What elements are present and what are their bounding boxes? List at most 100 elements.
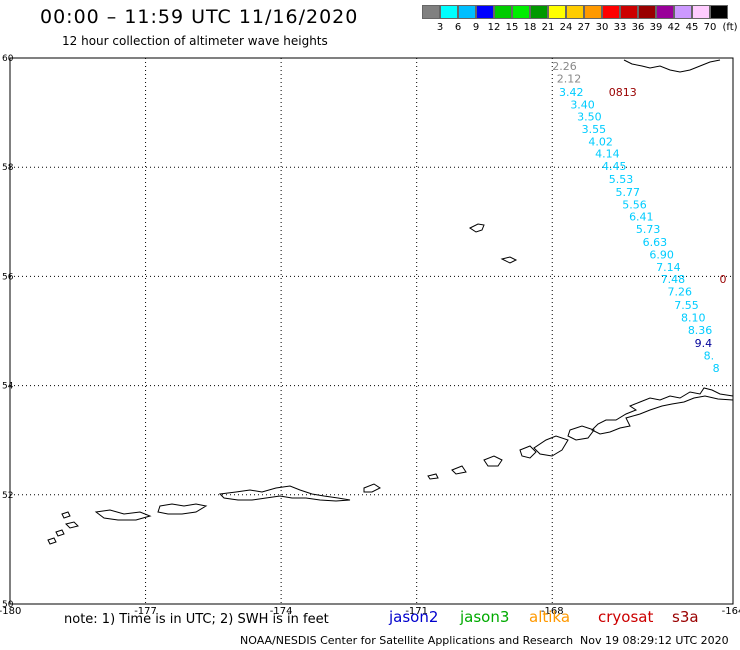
swh-value-label: 3.42 bbox=[559, 86, 584, 99]
island-outline bbox=[500, 256, 518, 264]
lon-tick-label: -168 bbox=[541, 606, 564, 617]
legend-swatch bbox=[422, 5, 440, 19]
note-text: note: 1) Time is in UTC; 2) SWH is in fe… bbox=[64, 612, 329, 627]
legend-label: 33 bbox=[613, 22, 627, 33]
legend-swatch bbox=[692, 5, 710, 19]
swh-value-label: 5.56 bbox=[622, 198, 647, 211]
legend-swatch bbox=[584, 5, 602, 19]
island-outline bbox=[427, 473, 439, 480]
legend-label: 24 bbox=[559, 22, 573, 33]
swh-value-label: 7.26 bbox=[667, 286, 692, 299]
island-outline bbox=[469, 223, 485, 233]
island-outline bbox=[363, 483, 381, 493]
lon-tick-label: -177 bbox=[134, 606, 157, 617]
lon-tick-label: -171 bbox=[405, 606, 428, 617]
legend-swatch bbox=[674, 5, 692, 19]
lat-tick-label: 60 bbox=[2, 54, 14, 64]
island-outline bbox=[483, 455, 503, 467]
swh-value-label: 5.53 bbox=[609, 173, 634, 186]
lat-tick-label: 58 bbox=[2, 163, 14, 173]
credit-text: NOAA/NESDIS Center for Satellite Applica… bbox=[240, 634, 574, 647]
legend-swatch bbox=[602, 5, 620, 19]
swh-value-label: 9.4 bbox=[695, 337, 713, 350]
lon-tick-label: -180 bbox=[0, 606, 21, 617]
legend-label: 3 bbox=[436, 22, 444, 33]
map-frame bbox=[9, 57, 734, 605]
lat-tick-label: 54 bbox=[2, 382, 14, 392]
legend-label: 6 bbox=[454, 22, 462, 33]
legend-label: 42 bbox=[667, 22, 681, 33]
timestamp-text: Nov 19 08:29:12 UTC 2020 bbox=[580, 634, 729, 647]
legend-swatch bbox=[458, 5, 476, 19]
legend-label: 12 bbox=[487, 22, 501, 33]
page-title: 00:00 – 11:59 UTC 11/16/2020 bbox=[40, 6, 359, 28]
lat-tick-label: 50 bbox=[2, 600, 14, 610]
satellite-altika: altika bbox=[529, 608, 571, 626]
swh-value-label: 0 bbox=[719, 273, 726, 286]
legend-swatch bbox=[710, 5, 728, 19]
island-outline bbox=[55, 529, 65, 537]
swh-value-label: 7.14 bbox=[656, 261, 681, 274]
legend-swatch bbox=[440, 5, 458, 19]
lon-tick-label: -174 bbox=[270, 606, 293, 617]
swh-value-label: 8.36 bbox=[688, 324, 713, 337]
legend-swatch bbox=[638, 5, 656, 19]
legend-label: 30 bbox=[595, 22, 609, 33]
satellite-cryosat: cryosat bbox=[598, 608, 654, 626]
swh-value-label: 6.41 bbox=[629, 210, 654, 223]
legend-label: 21 bbox=[541, 22, 555, 33]
swh-value-label: 7.55 bbox=[674, 299, 699, 312]
swh-value-label: 4.02 bbox=[588, 136, 613, 149]
island-outline bbox=[47, 537, 57, 545]
swh-value-label: 4.45 bbox=[602, 160, 627, 173]
legend-swatch bbox=[530, 5, 548, 19]
legend-swatch bbox=[512, 5, 530, 19]
swh-value-label: 0813 bbox=[609, 86, 637, 99]
swh-value-label: 2.26 bbox=[552, 60, 577, 73]
satellite-jason2: jason2 bbox=[389, 608, 439, 626]
island-outline bbox=[65, 521, 79, 529]
color-legend-labels: 3 6 9 12 15 18 21 24 27 30 33 36 39 42 45 70 (ft) bbox=[422, 22, 740, 33]
island-outline bbox=[157, 503, 208, 515]
island-outline bbox=[94, 509, 152, 521]
legend-swatch bbox=[494, 5, 512, 19]
legend-swatch bbox=[656, 5, 674, 19]
legend-label: 15 bbox=[505, 22, 519, 33]
legend-unit: (ft) bbox=[722, 22, 738, 33]
swh-value-label: 3.40 bbox=[570, 98, 595, 111]
swh-value-label: 6.90 bbox=[649, 249, 674, 262]
alaska-coast bbox=[623, 59, 721, 73]
island-outline bbox=[519, 445, 537, 459]
legend-swatch bbox=[620, 5, 638, 19]
legend-label: 18 bbox=[523, 22, 537, 33]
legend-label: 45 bbox=[685, 22, 699, 33]
swh-value-label: 5.73 bbox=[636, 223, 661, 236]
legend-label: 39 bbox=[649, 22, 663, 33]
swh-value-label: 6.63 bbox=[643, 236, 668, 249]
legend-label: 70 bbox=[703, 22, 717, 33]
swh-value-label: 7.48 bbox=[661, 273, 686, 286]
lat-tick-label: 56 bbox=[2, 272, 14, 282]
satellite-jason3: jason3 bbox=[460, 608, 510, 626]
legend-swatch bbox=[476, 5, 494, 19]
lon-tick-label: -164 bbox=[722, 606, 740, 617]
island-outline bbox=[451, 465, 467, 475]
peninsula-coast bbox=[591, 387, 734, 435]
legend-label: 27 bbox=[577, 22, 591, 33]
swh-value-label: 8.10 bbox=[681, 311, 706, 324]
island-chain bbox=[218, 485, 351, 502]
legend-swatch bbox=[548, 5, 566, 19]
lat-tick-label: 52 bbox=[2, 491, 13, 501]
swh-value-label: 2.12 bbox=[557, 73, 582, 86]
island-outline bbox=[533, 435, 569, 457]
swh-value-label: 5.77 bbox=[616, 186, 641, 199]
legend-label: 36 bbox=[631, 22, 645, 33]
satellite-s3a: s3a bbox=[672, 608, 699, 626]
swh-value-label: 4.14 bbox=[595, 148, 620, 161]
swh-value-label: 8 bbox=[713, 362, 720, 375]
legend-swatch bbox=[566, 5, 584, 19]
swh-value-label: 8. bbox=[704, 350, 715, 363]
legend-label: 9 bbox=[472, 22, 480, 33]
island-outline bbox=[61, 511, 71, 519]
